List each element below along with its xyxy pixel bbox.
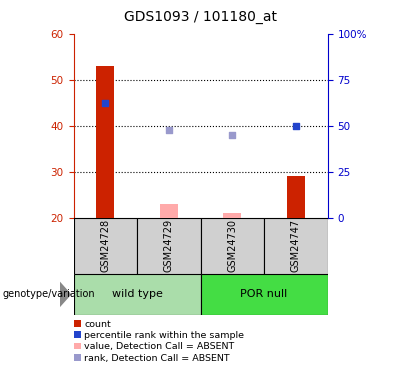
Bar [223,213,241,217]
Bar [287,176,305,218]
Bar [74,274,201,315]
Bar [160,204,178,218]
Bar [201,217,264,274]
Bar [96,66,114,218]
Text: wild type: wild type [112,290,163,299]
Bar [137,217,201,274]
Text: GSM24747: GSM24747 [291,219,301,272]
Bar [264,217,328,274]
Text: genotype/variation: genotype/variation [2,290,95,299]
Text: GSM24730: GSM24730 [227,219,237,272]
Point [292,123,299,129]
Polygon shape [60,281,71,308]
Point [165,127,172,133]
Text: GSM24728: GSM24728 [100,219,110,272]
Legend: count, percentile rank within the sample, value, Detection Call = ABSENT, rank, : count, percentile rank within the sample… [74,320,244,363]
Bar [74,217,137,274]
Text: GDS1093 / 101180_at: GDS1093 / 101180_at [124,10,277,24]
Text: GSM24729: GSM24729 [164,219,174,272]
Point [229,132,236,138]
Bar [201,274,328,315]
Point [102,100,109,106]
Text: POR null: POR null [240,290,288,299]
